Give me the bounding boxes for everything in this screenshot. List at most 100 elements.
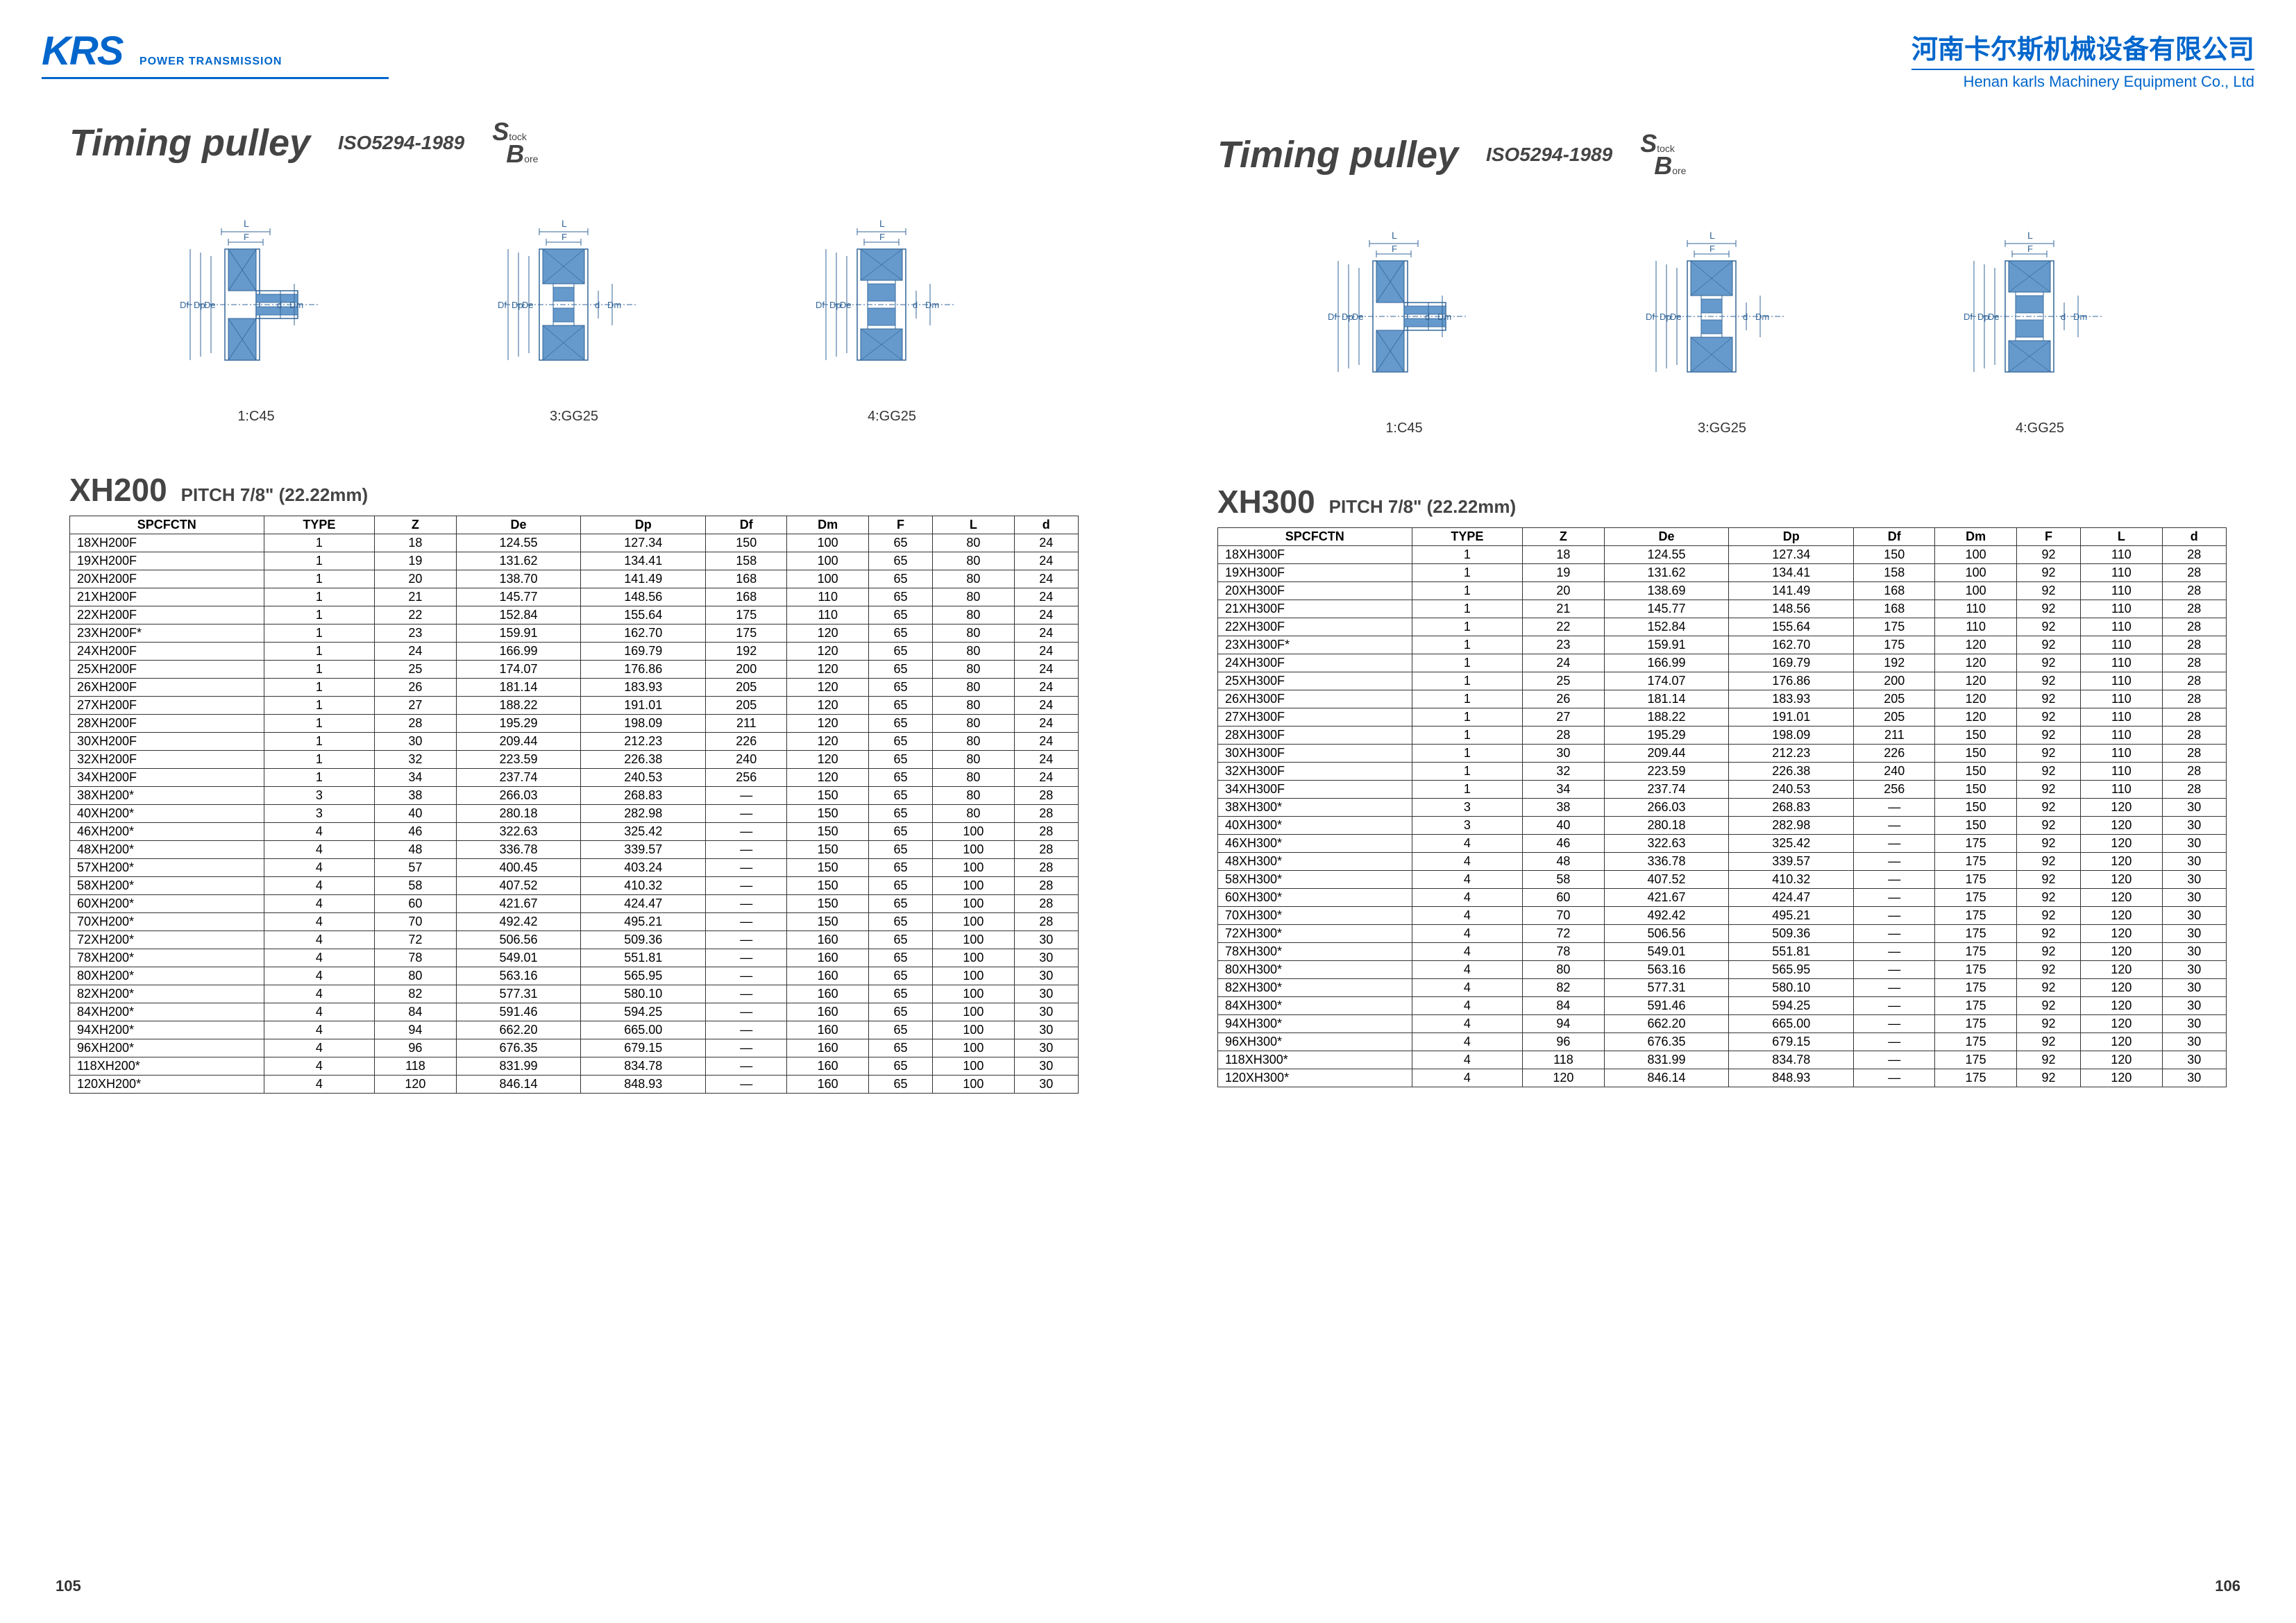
- table-cell: 1: [1412, 672, 1523, 690]
- table-cell: —: [706, 858, 787, 876]
- table-cell: 200: [706, 660, 787, 678]
- table-cell: 92: [2016, 618, 2080, 636]
- table-cell: 181.14: [1604, 690, 1729, 708]
- logo-text: KRS: [42, 28, 122, 74]
- table-cell: 282.98: [1729, 816, 1854, 834]
- table-cell: 120: [2081, 1014, 2162, 1033]
- table-cell: 30: [1014, 1039, 1078, 1057]
- table-cell: 120: [787, 678, 868, 696]
- table-row: 19XH200F119131.62134.41158100658024: [70, 552, 1079, 570]
- table-cell: 120: [787, 624, 868, 642]
- table-cell: —: [706, 840, 787, 858]
- table-cell: 80: [933, 804, 1014, 822]
- table-header-row: SPCFCTNTYPEZDeDpDfDmFLd: [1218, 527, 2227, 545]
- table-cell: 421.67: [456, 894, 581, 912]
- table-cell: 24: [1014, 714, 1078, 732]
- svg-text:F: F: [244, 232, 249, 242]
- table-cell: 1: [264, 678, 375, 696]
- table-cell: 92: [2016, 1069, 2080, 1087]
- svg-text:Dm: Dm: [289, 300, 303, 310]
- table-cell: 150: [787, 876, 868, 894]
- table-cell: 563.16: [456, 967, 581, 985]
- table-cell: 424.47: [1729, 888, 1854, 906]
- table-cell: 4: [264, 1057, 375, 1075]
- table-cell: 65: [868, 1057, 932, 1075]
- table-cell: 174.07: [1604, 672, 1729, 690]
- table-cell: 127.34: [581, 534, 706, 552]
- table-cell: —: [706, 786, 787, 804]
- table-cell: 191.01: [1729, 708, 1854, 726]
- table-cell: 65: [868, 588, 932, 606]
- table-row: 25XH300F125174.07176.862001209211028: [1218, 672, 2227, 690]
- table-cell: 120: [2081, 1069, 2162, 1087]
- table-cell: 30: [1014, 931, 1078, 949]
- table-cell: 280.18: [1604, 816, 1729, 834]
- table-row: 23XH300F*123159.91162.701751209211028: [1218, 636, 2227, 654]
- table-header: De: [456, 516, 581, 534]
- table-cell: 70XH200*: [70, 912, 264, 931]
- table-cell: 30: [1014, 967, 1078, 985]
- table-cell: 495.21: [1729, 906, 1854, 924]
- table-cell: 46: [1523, 834, 1604, 852]
- table-cell: 118XH200*: [70, 1057, 264, 1075]
- table-row: 40XH300*340280.18282.98—1509212030: [1218, 816, 2227, 834]
- diagram-label: 3:GG25: [1698, 420, 1746, 436]
- table-cell: 158: [706, 552, 787, 570]
- data-table-left: SPCFCTNTYPEZDeDpDfDmFLd18XH200F118124.55…: [69, 516, 1079, 1094]
- header: 河南卡尔斯机械设备有限公司 Henan karls Machinery Equi…: [1190, 28, 2254, 91]
- table-cell: 34XH300F: [1218, 780, 1412, 798]
- diagrams-row: L F Df Dp De d Dm 1:C45 L: [42, 201, 1106, 443]
- table-cell: —: [1854, 816, 1935, 834]
- table-cell: 138.70: [456, 570, 581, 588]
- table-row: 19XH300F119131.62134.411581009211028: [1218, 563, 2227, 581]
- table-cell: 240: [1854, 762, 1935, 780]
- table-cell: —: [706, 822, 787, 840]
- table-cell: 80: [1523, 960, 1604, 978]
- table-cell: 30: [2162, 1014, 2226, 1033]
- table-row: 21XH200F121145.77148.56168110658024: [70, 588, 1079, 606]
- table-cell: 92: [2016, 672, 2080, 690]
- table-cell: 65: [868, 985, 932, 1003]
- table-cell: 30: [1014, 949, 1078, 967]
- table-cell: 325.42: [1729, 834, 1854, 852]
- table-cell: 848.93: [1729, 1069, 1854, 1087]
- table-cell: 70XH300*: [1218, 906, 1412, 924]
- table-cell: 1: [1412, 762, 1523, 780]
- table-cell: 24: [1014, 678, 1078, 696]
- table-cell: 92: [2016, 690, 2080, 708]
- table-cell: 120: [1935, 708, 2016, 726]
- svg-text:De: De: [204, 300, 216, 310]
- table-cell: 80: [933, 552, 1014, 570]
- table-cell: 421.67: [1604, 888, 1729, 906]
- table-cell: 96XH300*: [1218, 1033, 1412, 1051]
- table-cell: 92: [2016, 1014, 2080, 1033]
- table-cell: 834.78: [581, 1057, 706, 1075]
- table-cell: 1: [1412, 708, 1523, 726]
- table-cell: 23: [1523, 636, 1604, 654]
- table-cell: 565.95: [1729, 960, 1854, 978]
- table-cell: 1: [264, 660, 375, 678]
- table-cell: 120: [2081, 960, 2162, 978]
- table-row: 21XH300F121145.77148.561681109211028: [1218, 600, 2227, 618]
- table-cell: 110: [2081, 780, 2162, 798]
- table-cell: 110: [1935, 618, 2016, 636]
- table-cell: 1: [264, 588, 375, 606]
- table-row: 80XH300*480563.16565.95—1759212030: [1218, 960, 2227, 978]
- table-cell: 92: [2016, 744, 2080, 762]
- table-cell: 4: [264, 1003, 375, 1021]
- table-cell: 70: [1523, 906, 1604, 924]
- table-row: 82XH300*482577.31580.10—1759212030: [1218, 978, 2227, 996]
- table-cell: 266.03: [1604, 798, 1729, 816]
- table-header: L: [933, 516, 1014, 534]
- table-cell: 32: [375, 750, 456, 768]
- table-row: 28XH200F128195.29198.09211120658024: [70, 714, 1079, 732]
- table-cell: 28: [2162, 618, 2226, 636]
- svg-text:L: L: [879, 218, 885, 229]
- table-cell: 183.93: [581, 678, 706, 696]
- table-cell: 159.91: [1604, 636, 1729, 654]
- table-cell: 4: [264, 894, 375, 912]
- table-cell: 174.07: [456, 660, 581, 678]
- table-cell: 4: [264, 858, 375, 876]
- table-cell: 30: [2162, 888, 2226, 906]
- table-cell: 565.95: [581, 967, 706, 985]
